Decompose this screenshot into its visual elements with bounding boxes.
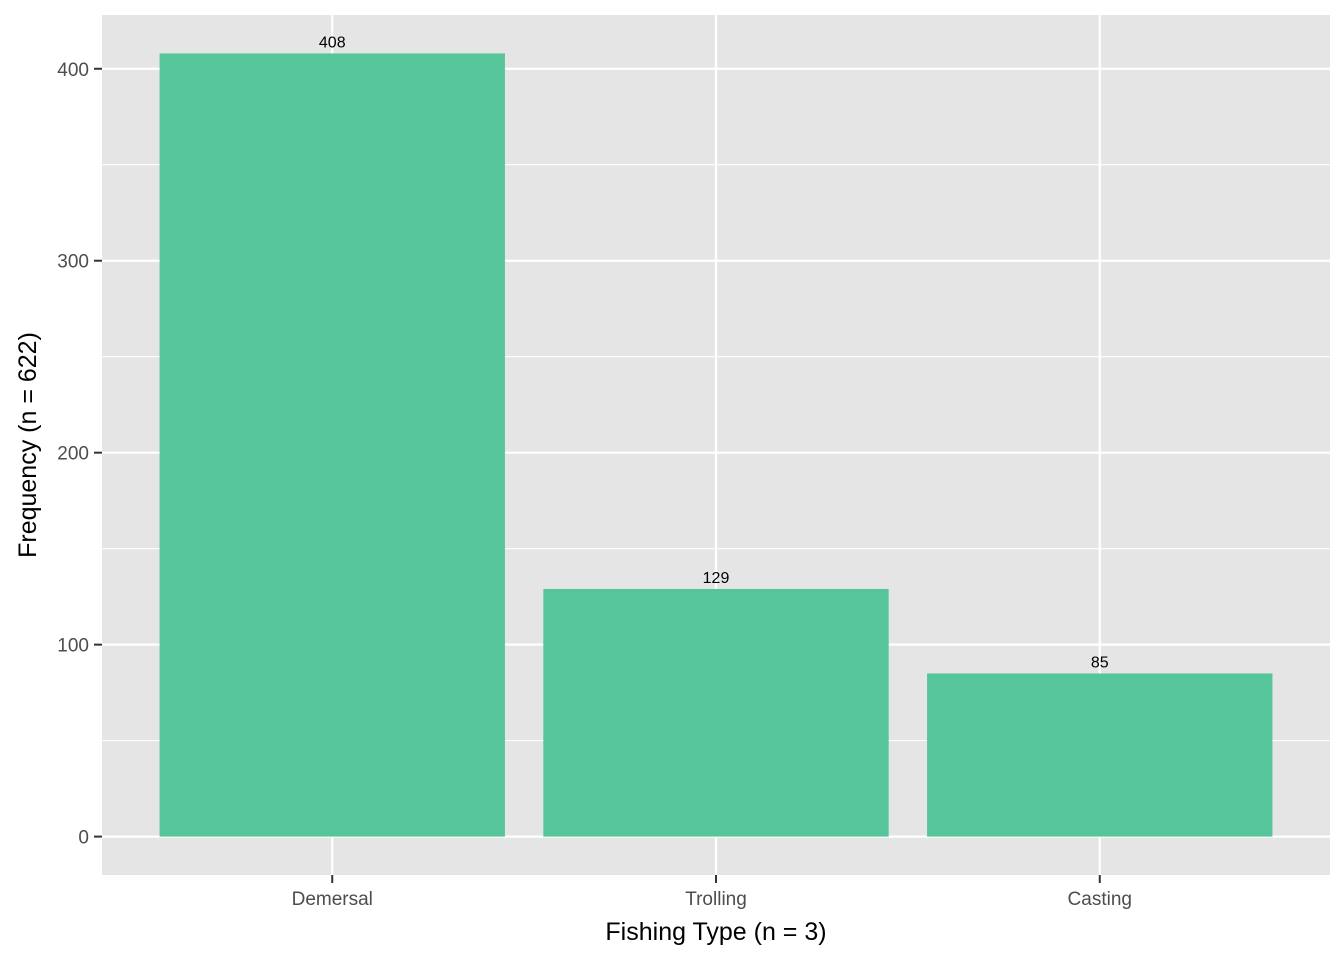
y-tick-label: 400 [57, 60, 89, 81]
data-label: 129 [703, 570, 730, 587]
y-tick-label: 100 [57, 636, 89, 657]
bar-trolling [543, 588, 889, 837]
x-tick-label: Demersal [292, 889, 373, 910]
y-axis-title: Frequency (n = 622) [14, 332, 42, 558]
bar-demersal [159, 53, 505, 837]
x-tick-label: Trolling [685, 889, 747, 910]
bars [159, 53, 1273, 837]
x-tick-label: Casting [1068, 889, 1132, 910]
y-tick-label: 200 [57, 444, 89, 465]
x-axis-title: Fishing Type (n = 3) [605, 918, 826, 946]
y-tick-label: 0 [78, 828, 89, 849]
data-label: 408 [319, 34, 346, 51]
x-axis: Demersal Trolling Casting [292, 875, 1132, 910]
data-label: 85 [1091, 654, 1109, 671]
y-axis: 0 100 200 300 400 [57, 60, 102, 849]
y-tick-label: 300 [57, 252, 89, 273]
data-labels: 408 129 85 [319, 34, 1109, 671]
bar-casting [927, 673, 1273, 837]
